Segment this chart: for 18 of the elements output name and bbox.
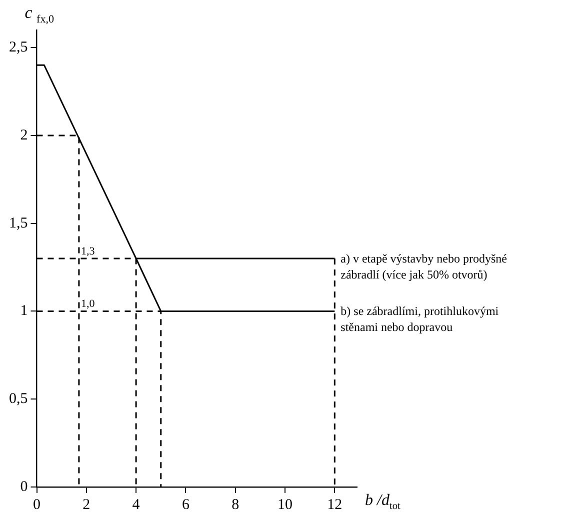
series-label: a) v etapě výstavby nebo prodyšné zábradlí (více jak 50% otvorů): [340, 252, 507, 282]
y-axis-title: c fx,0: [24, 3, 55, 26]
y-tick-label: 2,5: [9, 40, 28, 56]
x-tick-label: 0: [33, 496, 40, 513]
annotation: 1,3: [80, 246, 96, 258]
x-tick-label: 2: [82, 496, 90, 513]
x-tick-label: 6: [182, 496, 190, 513]
y-tick-label: 0,5: [9, 391, 28, 408]
annotation: 1,0: [80, 298, 96, 310]
y-tick-label: 0: [20, 478, 28, 495]
series-label: b) se zábradlími, protihlukovými stěnami nebo dopravou: [340, 304, 500, 334]
y-tick-label: 2: [20, 127, 28, 144]
x-tick-label: 10: [278, 496, 293, 513]
y-tick-label: 1,5: [9, 215, 28, 232]
x-tick-label: 8: [232, 496, 240, 513]
x-tick-label: 12: [327, 496, 342, 513]
y-tick-label: 1: [20, 303, 28, 320]
x-tick-label: 4: [132, 496, 140, 513]
